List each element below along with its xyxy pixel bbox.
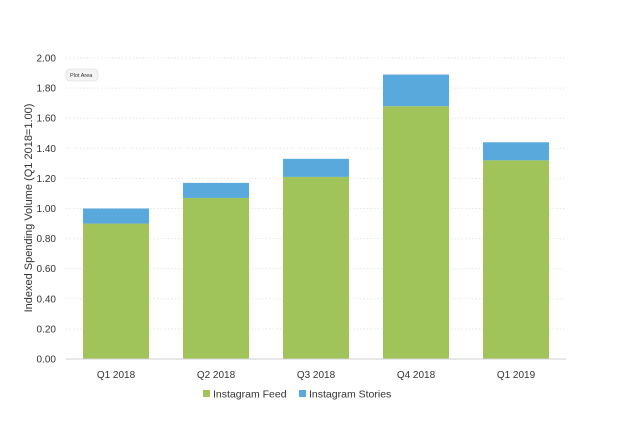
bar-stories: [283, 158, 349, 177]
y-tick-label: 0.40: [37, 294, 57, 305]
bar-feed: [483, 160, 549, 359]
x-tick-label: Q3 2018: [297, 370, 336, 381]
x-tick-label: Q1 2019: [497, 370, 536, 381]
bar-stories: [383, 74, 449, 107]
bar-stories: [83, 208, 149, 224]
legend-swatch: [299, 390, 306, 397]
bar-stories: [483, 142, 549, 161]
legend: Instagram Feed Instagram Stories: [203, 389, 391, 401]
y-tick-label: 2.00: [37, 54, 57, 65]
plot-area-label: Plot Area: [70, 73, 93, 79]
legend-label: Instagram Feed: [213, 389, 287, 401]
bar-feed: [183, 197, 249, 359]
y-axis-title: Indexed Spending Volume (Q1 2018=1.00): [23, 104, 35, 313]
y-tick-label: 1.00: [37, 204, 57, 215]
plot-area-tag: Plot Area: [65, 68, 99, 82]
x-tick-label: Q2 2018: [197, 370, 236, 381]
y-tick-label: 0.60: [37, 264, 57, 275]
y-tick-label: 0.00: [37, 355, 57, 366]
y-axis-ticks: 0.00 0.20 0.40 0.60 0.80 1.00 1.20 1.40 1.60 1.80…: [37, 54, 57, 366]
x-axis-ticks: Q1 2018 Q2 2018 Q3 2018 Q4 2018 Q1 2019: [97, 370, 536, 381]
legend-label: Instagram Stories: [309, 389, 391, 401]
bar-stories: [183, 182, 249, 198]
x-tick-label: Q1 2018: [97, 370, 136, 381]
bar-feed: [283, 176, 349, 359]
y-tick-label: 1.80: [37, 84, 57, 95]
y-tick-label: 1.20: [37, 174, 57, 185]
bar-feed: [383, 106, 449, 359]
x-tick-label: Q4 2018: [397, 370, 436, 381]
y-tick-label: 1.60: [37, 114, 57, 125]
bar-feed: [83, 223, 149, 359]
y-tick-label: 0.80: [37, 234, 57, 245]
y-tick-label: 0.20: [37, 324, 57, 335]
legend-swatch: [203, 390, 210, 397]
bars: [83, 74, 549, 359]
y-tick-label: 1.40: [37, 144, 57, 155]
